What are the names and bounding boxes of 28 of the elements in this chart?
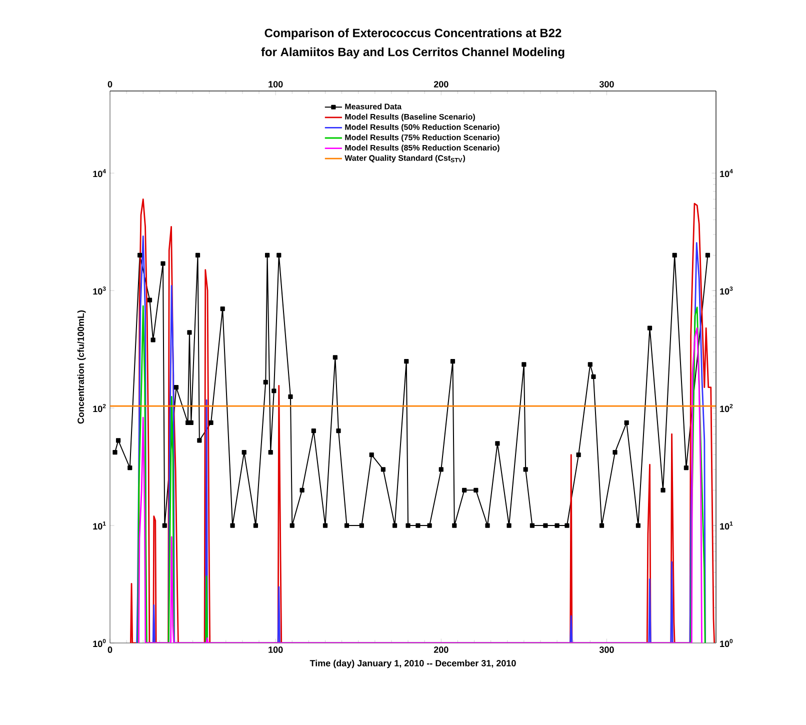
x2-tick-label: 300 bbox=[599, 646, 614, 653]
text: 10$^{3}$ bbox=[720, 286, 733, 295]
legend-label: Model Results (Baseline Scenario) bbox=[345, 114, 475, 122]
x-tick-label: 100 bbox=[268, 81, 283, 88]
x2-tick-label: 100 bbox=[268, 646, 283, 653]
x-axis-title: Time (day) January 1, 2010 -- December 31, 2010 bbox=[310, 660, 516, 668]
y-tick-label: 10$^{3}$ bbox=[93, 286, 106, 295]
legend-label: Model Results (50% Reduction Scenario) bbox=[345, 124, 500, 132]
legend-label: Water Quality Standard (Cst$_{STV}$) bbox=[344, 154, 466, 162]
y-tick-label: 10$^{1}$ bbox=[93, 521, 106, 530]
x2-tick-label: 200 bbox=[434, 646, 448, 653]
chart-subtitle: for Alamiitos Bay and Los Cerritos Channel Modeling bbox=[261, 47, 564, 59]
text: 10$^{4}$ bbox=[720, 169, 733, 178]
text: 10$^{2}$ bbox=[720, 404, 733, 412]
y-tick-label: 10$^{0}$ bbox=[93, 638, 106, 648]
x-tick-label: 300 bbox=[599, 81, 614, 88]
legend-label: Measured Data bbox=[345, 103, 402, 110]
chart-title: Comparison of Exterococcus Concentrations at B22 bbox=[264, 28, 562, 40]
x-tick-label: 200 bbox=[434, 81, 448, 88]
text: 10$^{1}$ bbox=[720, 522, 733, 530]
legend-label: Model Results (75% Reduction Scenario) bbox=[345, 134, 500, 142]
x-tick-label: 0 bbox=[108, 81, 112, 88]
x2-tick-label: 0 bbox=[108, 646, 112, 653]
y-tick-label: 10$^{4}$ bbox=[93, 169, 106, 178]
y-axis-title: Concentration (cfu/100mL) bbox=[77, 310, 86, 424]
text: 10$^{0}$ bbox=[720, 638, 733, 648]
legend-label: Model Results (85% Reduction Scenario) bbox=[345, 144, 500, 152]
y-tick-label: 10$^{2}$ bbox=[93, 404, 106, 412]
